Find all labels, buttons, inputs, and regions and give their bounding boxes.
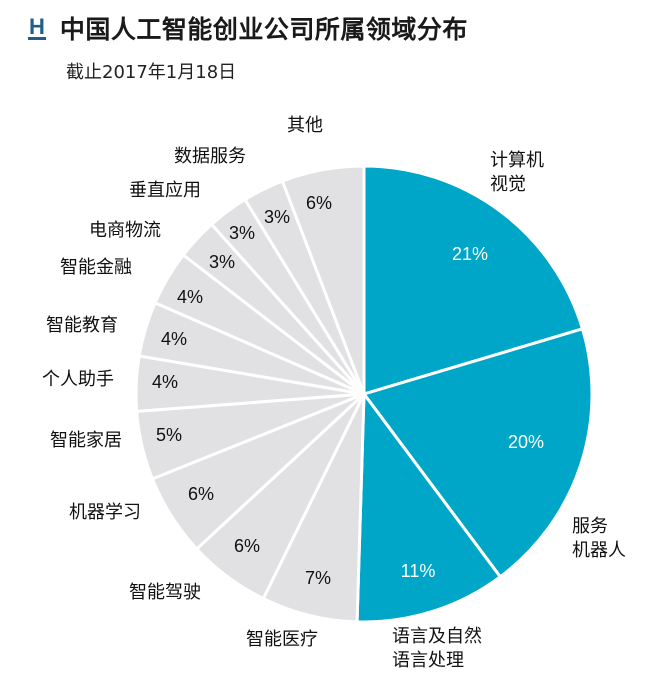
slice-percent: 5% bbox=[156, 425, 182, 445]
slice-percent: 21% bbox=[452, 244, 488, 264]
slice-category-label: 智能医疗 bbox=[246, 629, 318, 650]
chart-subtitle: 截止2017年1月18日 bbox=[66, 62, 237, 83]
slice-percent: 7% bbox=[305, 568, 331, 588]
pie-slice bbox=[362, 164, 584, 396]
slice-category-label: 其他 bbox=[287, 115, 323, 136]
slice-percent: 6% bbox=[188, 484, 214, 504]
pie-percent-labels: 21% 20% 11% 7% 6% 6% 5% 4% 4% 4% 3% 3% 3% 6% bbox=[152, 193, 544, 588]
brand-logo: H bbox=[28, 13, 46, 40]
slice-percent: 4% bbox=[177, 287, 203, 307]
slice-category-label: 语言及自然语言处理 bbox=[392, 626, 482, 671]
pie-slice bbox=[355, 392, 502, 624]
pie-slice bbox=[280, 164, 366, 396]
slice-category-label: 服务机器人 bbox=[572, 516, 626, 561]
slice-category-label: 电商物流 bbox=[89, 220, 161, 241]
slice-category-label: 计算机视觉 bbox=[490, 150, 544, 195]
slice-percent: 11% bbox=[401, 561, 436, 581]
slice-percent: 4% bbox=[152, 372, 178, 392]
slice-category-label: 机器学习 bbox=[69, 502, 141, 523]
slice-percent: 6% bbox=[306, 193, 332, 213]
slice-category-label: 个人助手 bbox=[42, 369, 114, 390]
slice-category-label: 数据服务 bbox=[174, 146, 246, 167]
slice-category-label: 智能金融 bbox=[60, 257, 132, 278]
chart-header: H 中国人工智能创业公司所属领域分布 bbox=[28, 10, 468, 46]
slice-percent: 4% bbox=[161, 329, 187, 349]
slice-category-label: 智能教育 bbox=[46, 315, 118, 336]
slice-percent: 3% bbox=[229, 223, 255, 243]
slice-category-label: 智能家居 bbox=[50, 430, 122, 451]
chart-title: 中国人工智能创业公司所属领域分布 bbox=[59, 15, 468, 44]
pie-slices bbox=[134, 164, 594, 624]
slice-category-label: 垂直应用 bbox=[129, 180, 201, 201]
slice-category-label: 智能驾驶 bbox=[129, 582, 201, 603]
pie-slice bbox=[362, 327, 594, 579]
slice-percent: 3% bbox=[264, 207, 290, 227]
slice-percent: 3% bbox=[209, 252, 235, 272]
slice-percent: 6% bbox=[234, 536, 260, 556]
slice-percent: 20% bbox=[508, 432, 544, 452]
